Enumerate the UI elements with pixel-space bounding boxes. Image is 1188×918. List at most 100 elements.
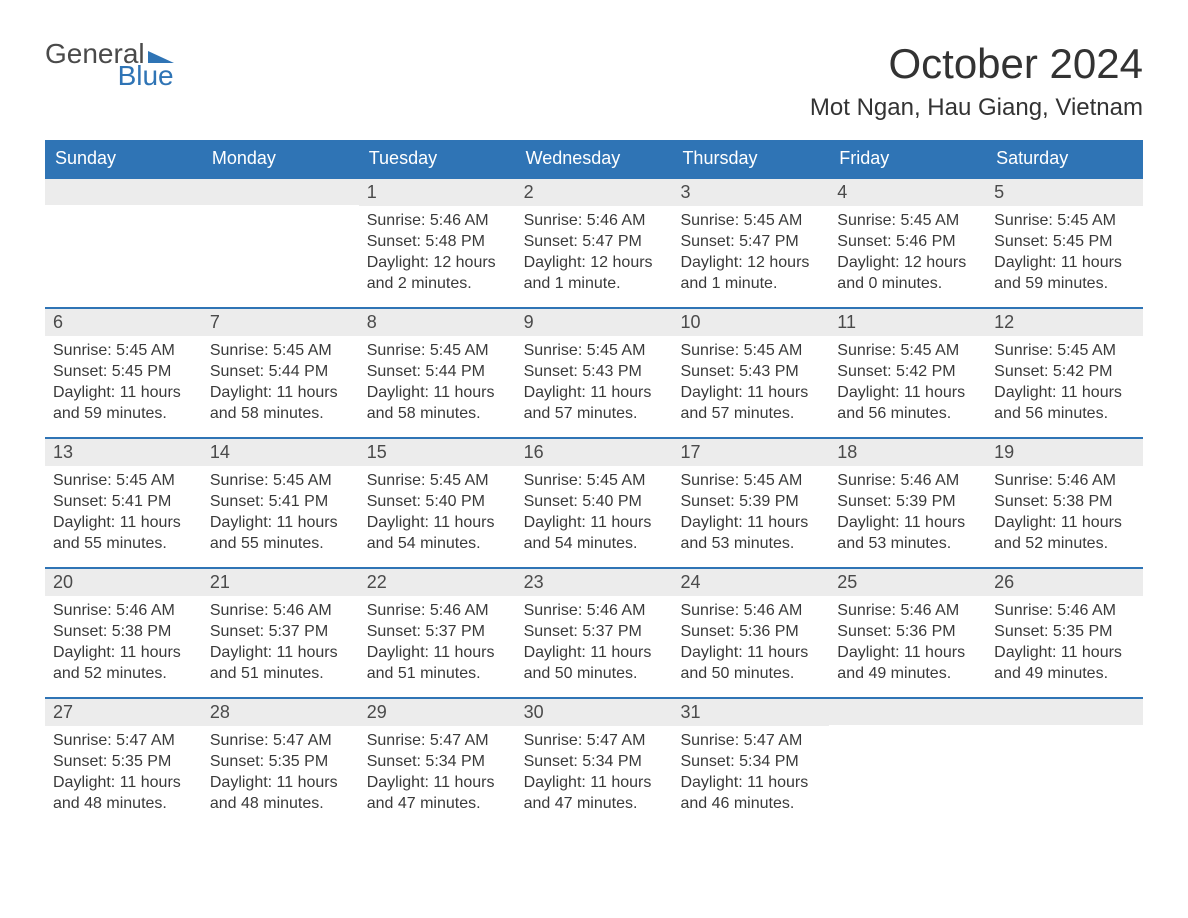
day-body: Sunrise: 5:46 AMSunset: 5:37 PMDaylight:…: [359, 596, 516, 696]
week-row: 6Sunrise: 5:45 AMSunset: 5:45 PMDaylight…: [45, 307, 1143, 437]
day-dl1: Daylight: 11 hours: [680, 382, 821, 403]
day-sunrise: Sunrise: 5:46 AM: [367, 210, 508, 231]
day-number: 30: [516, 697, 673, 726]
day-cell: 3Sunrise: 5:45 AMSunset: 5:47 PMDaylight…: [672, 177, 829, 307]
week-row: 13Sunrise: 5:45 AMSunset: 5:41 PMDayligh…: [45, 437, 1143, 567]
day-sunset: Sunset: 5:42 PM: [994, 361, 1135, 382]
day-body: Sunrise: 5:46 AMSunset: 5:39 PMDaylight:…: [829, 466, 986, 566]
day-sunrise: Sunrise: 5:46 AM: [524, 210, 665, 231]
day-sunrise: Sunrise: 5:45 AM: [994, 210, 1135, 231]
day-dl1: Daylight: 11 hours: [367, 382, 508, 403]
day-sunset: Sunset: 5:34 PM: [524, 751, 665, 772]
day-body: Sunrise: 5:46 AMSunset: 5:36 PMDaylight:…: [829, 596, 986, 696]
day-cell: 9Sunrise: 5:45 AMSunset: 5:43 PMDaylight…: [516, 307, 673, 437]
weekday-header: Friday: [829, 140, 986, 177]
day-dl2: and 56 minutes.: [994, 403, 1135, 424]
day-cell: 6Sunrise: 5:45 AMSunset: 5:45 PMDaylight…: [45, 307, 202, 437]
day-dl2: and 59 minutes.: [53, 403, 194, 424]
day-dl1: Daylight: 12 hours: [837, 252, 978, 273]
day-dl2: and 59 minutes.: [994, 273, 1135, 294]
day-dl1: Daylight: 11 hours: [524, 382, 665, 403]
week-row: 1Sunrise: 5:46 AMSunset: 5:48 PMDaylight…: [45, 177, 1143, 307]
day-sunset: Sunset: 5:44 PM: [367, 361, 508, 382]
day-sunrise: Sunrise: 5:46 AM: [524, 600, 665, 621]
day-number: 8: [359, 307, 516, 336]
day-cell: [45, 177, 202, 307]
empty-day-bar: [45, 177, 202, 205]
day-cell: 27Sunrise: 5:47 AMSunset: 5:35 PMDayligh…: [45, 697, 202, 827]
day-number: 21: [202, 567, 359, 596]
day-sunset: Sunset: 5:38 PM: [994, 491, 1135, 512]
day-sunset: Sunset: 5:47 PM: [680, 231, 821, 252]
day-sunrise: Sunrise: 5:45 AM: [53, 340, 194, 361]
day-body: Sunrise: 5:45 AMSunset: 5:45 PMDaylight:…: [986, 206, 1143, 306]
day-number: 14: [202, 437, 359, 466]
day-dl1: Daylight: 11 hours: [367, 642, 508, 663]
day-sunset: Sunset: 5:45 PM: [53, 361, 194, 382]
day-number: 26: [986, 567, 1143, 596]
day-sunrise: Sunrise: 5:45 AM: [524, 470, 665, 491]
week-row: 27Sunrise: 5:47 AMSunset: 5:35 PMDayligh…: [45, 697, 1143, 827]
title-block: October 2024 Mot Ngan, Hau Giang, Vietna…: [810, 40, 1143, 122]
day-body: Sunrise: 5:45 AMSunset: 5:39 PMDaylight:…: [672, 466, 829, 566]
day-body: Sunrise: 5:45 AMSunset: 5:40 PMDaylight:…: [359, 466, 516, 566]
day-sunrise: Sunrise: 5:47 AM: [210, 730, 351, 751]
day-body: Sunrise: 5:45 AMSunset: 5:43 PMDaylight:…: [516, 336, 673, 436]
day-dl1: Daylight: 11 hours: [53, 642, 194, 663]
day-sunrise: Sunrise: 5:45 AM: [994, 340, 1135, 361]
day-cell: 28Sunrise: 5:47 AMSunset: 5:35 PMDayligh…: [202, 697, 359, 827]
day-sunrise: Sunrise: 5:46 AM: [994, 470, 1135, 491]
day-dl2: and 48 minutes.: [53, 793, 194, 814]
day-cell: 24Sunrise: 5:46 AMSunset: 5:36 PMDayligh…: [672, 567, 829, 697]
day-body: Sunrise: 5:47 AMSunset: 5:35 PMDaylight:…: [202, 726, 359, 826]
day-cell: 10Sunrise: 5:45 AMSunset: 5:43 PMDayligh…: [672, 307, 829, 437]
day-dl1: Daylight: 11 hours: [367, 772, 508, 793]
day-cell: 7Sunrise: 5:45 AMSunset: 5:44 PMDaylight…: [202, 307, 359, 437]
day-sunset: Sunset: 5:48 PM: [367, 231, 508, 252]
logo: General Blue: [45, 40, 174, 90]
day-sunrise: Sunrise: 5:45 AM: [210, 470, 351, 491]
day-number: 24: [672, 567, 829, 596]
day-sunrise: Sunrise: 5:46 AM: [680, 600, 821, 621]
day-number: 2: [516, 177, 673, 206]
day-dl1: Daylight: 11 hours: [53, 772, 194, 793]
day-body: Sunrise: 5:46 AMSunset: 5:38 PMDaylight:…: [45, 596, 202, 696]
day-sunset: Sunset: 5:45 PM: [994, 231, 1135, 252]
weekday-header: Monday: [202, 140, 359, 177]
day-dl2: and 47 minutes.: [524, 793, 665, 814]
empty-day-bar: [202, 177, 359, 205]
day-sunrise: Sunrise: 5:46 AM: [210, 600, 351, 621]
day-cell: [986, 697, 1143, 827]
day-body: Sunrise: 5:46 AMSunset: 5:47 PMDaylight:…: [516, 206, 673, 306]
day-number: 18: [829, 437, 986, 466]
day-dl1: Daylight: 11 hours: [524, 772, 665, 793]
logo-text-2: Blue: [118, 60, 174, 91]
day-dl2: and 53 minutes.: [837, 533, 978, 554]
day-dl2: and 58 minutes.: [210, 403, 351, 424]
day-dl1: Daylight: 11 hours: [680, 512, 821, 533]
day-sunrise: Sunrise: 5:47 AM: [367, 730, 508, 751]
day-sunset: Sunset: 5:39 PM: [680, 491, 821, 512]
weekday-header: Wednesday: [516, 140, 673, 177]
day-sunset: Sunset: 5:38 PM: [53, 621, 194, 642]
day-dl1: Daylight: 11 hours: [680, 642, 821, 663]
day-sunrise: Sunrise: 5:46 AM: [53, 600, 194, 621]
empty-day-bar: [829, 697, 986, 725]
day-cell: 8Sunrise: 5:45 AMSunset: 5:44 PMDaylight…: [359, 307, 516, 437]
day-sunset: Sunset: 5:46 PM: [837, 231, 978, 252]
day-dl2: and 49 minutes.: [837, 663, 978, 684]
day-dl2: and 52 minutes.: [53, 663, 194, 684]
day-number: 28: [202, 697, 359, 726]
day-body: Sunrise: 5:45 AMSunset: 5:41 PMDaylight:…: [202, 466, 359, 566]
day-cell: 31Sunrise: 5:47 AMSunset: 5:34 PMDayligh…: [672, 697, 829, 827]
day-number: 31: [672, 697, 829, 726]
day-dl1: Daylight: 11 hours: [994, 252, 1135, 273]
day-dl2: and 0 minutes.: [837, 273, 978, 294]
day-sunrise: Sunrise: 5:45 AM: [680, 210, 821, 231]
day-sunset: Sunset: 5:43 PM: [524, 361, 665, 382]
day-number: 22: [359, 567, 516, 596]
day-cell: 18Sunrise: 5:46 AMSunset: 5:39 PMDayligh…: [829, 437, 986, 567]
day-sunrise: Sunrise: 5:45 AM: [680, 340, 821, 361]
day-sunrise: Sunrise: 5:47 AM: [680, 730, 821, 751]
day-sunset: Sunset: 5:35 PM: [210, 751, 351, 772]
